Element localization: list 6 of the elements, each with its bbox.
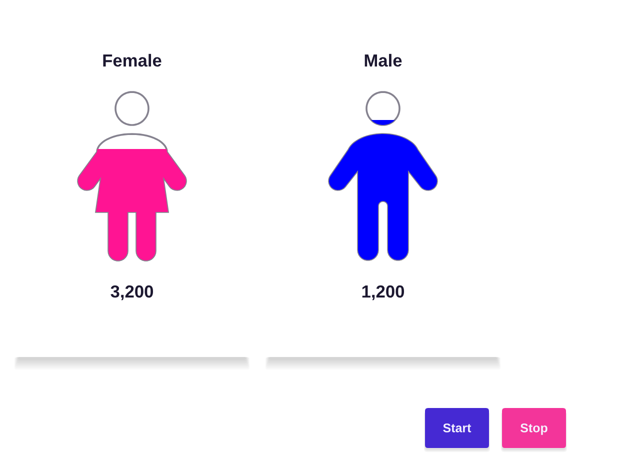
category-label: Male: [364, 54, 402, 67]
category-label: Female: [103, 54, 162, 67]
data-label: 3,200: [110, 285, 154, 300]
data-label: 1,200: [362, 285, 404, 300]
text: Stop: [520, 424, 548, 435]
text: Start: [443, 424, 472, 432]
